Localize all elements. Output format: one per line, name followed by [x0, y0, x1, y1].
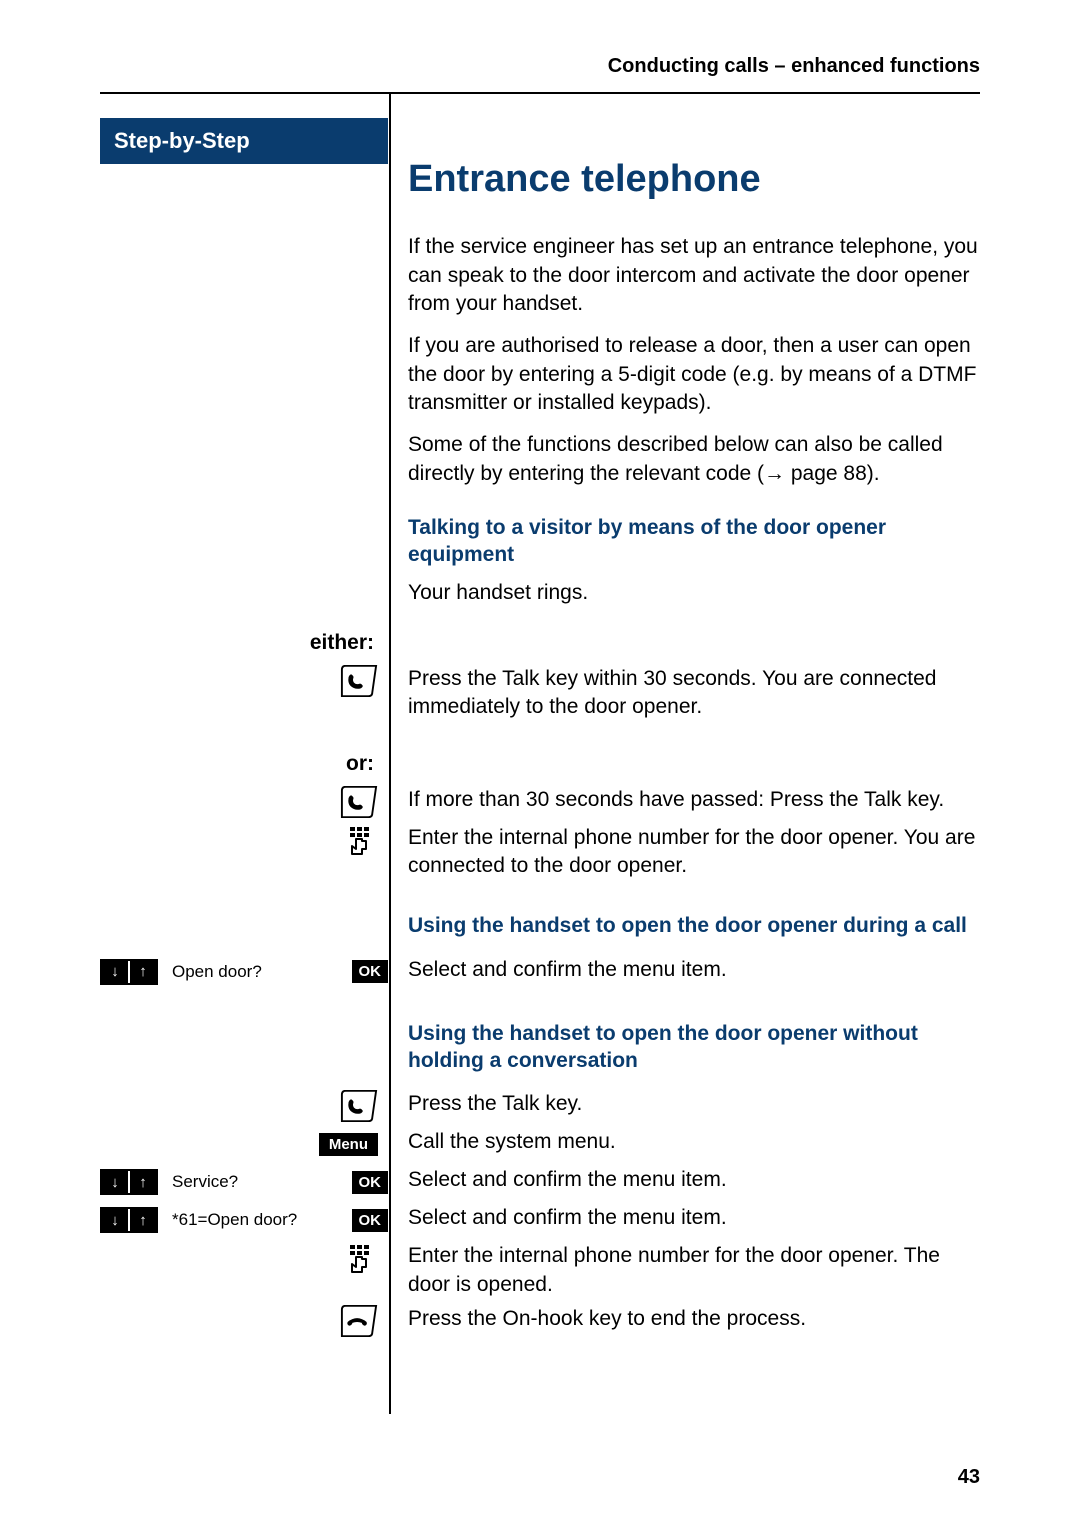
ok-button: OK: [352, 1209, 389, 1232]
section-2-step-text: Select and confirm the menu item.: [390, 956, 980, 984]
step-by-step-banner: Step-by-Step: [100, 118, 388, 164]
section-2-heading: Using the handset to open the door opene…: [408, 912, 980, 939]
ok-button: OK: [352, 960, 389, 983]
menu-item-open-door: Open door?: [166, 962, 344, 982]
onhook-key-icon: [340, 1305, 378, 1337]
intro3-part-b: page 88).: [785, 462, 880, 485]
either-instruction: Press the Talk key within 30 seconds. Yo…: [390, 665, 980, 722]
nav-arrows-icon: ↓↑: [100, 959, 158, 985]
menu-item-service: Service?: [166, 1172, 344, 1192]
or-instruction-2: Enter the internal phone number for the …: [390, 824, 980, 881]
talk-key-icon: [340, 665, 378, 697]
nav-arrows-icon: ↓↑: [100, 1207, 158, 1233]
keypad-icon: [340, 824, 378, 856]
intro-paragraph-1: If the service engineer has set up an en…: [408, 233, 980, 318]
keypad-icon: [340, 1242, 378, 1274]
section-3-step-6: Press the On-hook key to end the process…: [390, 1305, 980, 1333]
manual-page: Conducting calls – enhanced functions St…: [0, 0, 1080, 1529]
running-header: Conducting calls – enhanced functions: [100, 55, 980, 94]
menu-softkey: Menu: [319, 1133, 378, 1156]
section-3-heading: Using the handset to open the door opene…: [408, 1020, 980, 1075]
page-title: Entrance telephone: [408, 154, 980, 205]
talk-key-icon: [340, 1090, 378, 1122]
or-instruction-1: If more than 30 seconds have passed: Pre…: [390, 786, 980, 814]
two-column-layout: Step-by-Step Entrance telephone If the s…: [100, 94, 980, 1414]
section-1-heading: Talking to a visitor by means of the doo…: [408, 514, 980, 569]
intro-paragraph-2: If you are authorised to release a door,…: [408, 332, 980, 417]
intro-paragraph-3: Some of the functions described below ca…: [408, 431, 980, 488]
section-3-step-2: Call the system menu.: [390, 1128, 980, 1156]
section-1-line-1: Your handset rings.: [408, 579, 980, 607]
section-3-step-3: Select and confirm the menu item.: [390, 1166, 980, 1194]
talk-key-icon: [340, 786, 378, 818]
section-3-step-5: Enter the internal phone number for the …: [390, 1242, 980, 1299]
either-label: either:: [310, 631, 378, 655]
arrow-icon: →: [764, 462, 785, 485]
menu-item-code-open-door: *61=Open door?: [166, 1210, 344, 1230]
page-number: 43: [958, 1466, 980, 1489]
or-label: or:: [346, 752, 378, 776]
section-3-step-1: Press the Talk key.: [390, 1090, 980, 1118]
nav-arrows-icon: ↓↑: [100, 1169, 158, 1195]
section-3-step-4: Select and confirm the menu item.: [390, 1204, 980, 1232]
ok-button: OK: [352, 1171, 389, 1194]
